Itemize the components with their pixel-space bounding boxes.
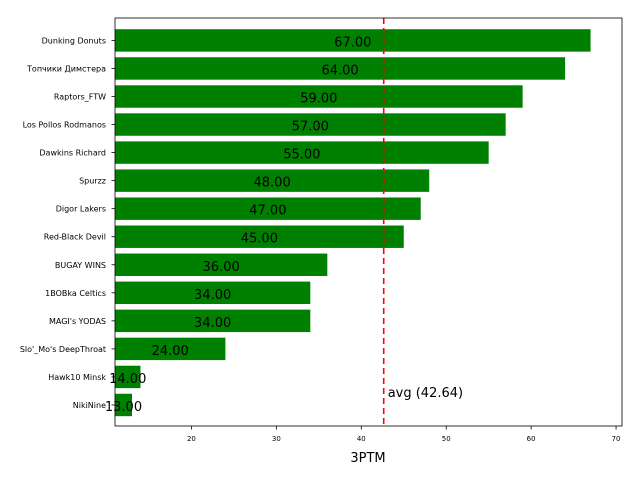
- bar-value-label: 36.00: [203, 260, 240, 275]
- bar-value-label: 34.00: [194, 316, 231, 331]
- x-tick-label: 30: [272, 435, 281, 443]
- x-tick-label: 50: [442, 435, 451, 443]
- category-label: NikiNine: [73, 401, 106, 410]
- bar: [115, 169, 430, 192]
- bar: [115, 57, 566, 80]
- bar: [115, 85, 523, 108]
- bar: [115, 141, 489, 164]
- bar-value-label: 45.00: [241, 232, 278, 247]
- bar-value-label: 55.00: [283, 148, 320, 163]
- bar-value-label: 34.00: [194, 288, 231, 303]
- category-label: Hawk10 Minsk: [48, 373, 106, 382]
- bar: [115, 393, 132, 417]
- category-label: Raptors_FTW: [54, 93, 106, 102]
- category-label: Red-Black Devil: [44, 233, 106, 242]
- plot-frame: [114, 17, 623, 427]
- category-label: BUGAY WINS: [55, 261, 106, 270]
- category-label: MAGI's YODAS: [49, 317, 106, 326]
- bar: [115, 365, 141, 389]
- ticks-layer: 20 30 40 50 60 70: [111, 40, 621, 443]
- bar: [115, 309, 311, 333]
- category-label: Dawkins Richard: [39, 149, 106, 158]
- bar: [115, 29, 591, 52]
- category-label: Slo'_Mo's DeepThroat: [20, 345, 106, 354]
- bar-value-label: 64.00: [321, 63, 358, 78]
- x-tick-label: 60: [527, 435, 536, 443]
- bar: [115, 337, 226, 361]
- category-label: Топчики Димстера: [26, 64, 106, 73]
- x-axis-label: 3PTM: [350, 451, 385, 466]
- bar: [115, 113, 506, 136]
- bars-layer: [115, 29, 591, 417]
- bar-value-label: 47.00: [249, 204, 286, 219]
- bar-value-label: 59.00: [300, 92, 337, 107]
- category-label: 1BOBka Celtics: [45, 289, 106, 298]
- category-label: Digor Lakers: [56, 205, 106, 214]
- x-tick-label: 20: [187, 435, 196, 443]
- category-labels-layer: Dunking Donuts Топчики Димстера Raptors_FT…: [20, 36, 107, 410]
- bar-value-label: 13.00: [105, 400, 142, 415]
- bar: [115, 225, 404, 248]
- bar-value-label: 24.00: [152, 344, 189, 359]
- average-label: avg (42.64): [388, 386, 463, 401]
- bar: [115, 281, 311, 305]
- value-labels-layer: 67.00 64.00 59.00 57.00 55.00 48.00 47.00 45.00…: [105, 35, 372, 415]
- bar: [115, 253, 328, 276]
- bar-value-label: 67.00: [334, 35, 371, 50]
- bar-value-label: 57.00: [292, 120, 329, 135]
- bar: [115, 197, 421, 220]
- category-label: Los Pollos Rodmanos: [23, 121, 106, 130]
- bar-value-label: 48.00: [254, 176, 291, 191]
- x-tick-label: 40: [357, 435, 366, 443]
- bar-value-label: 14.00: [109, 372, 146, 387]
- average-layer: avg (42.64): [382, 18, 463, 426]
- x-tick-label: 70: [612, 435, 621, 443]
- category-label: Spurzz: [79, 177, 106, 186]
- category-label: Dunking Donuts: [42, 36, 106, 45]
- axes-layer: [114, 17, 623, 427]
